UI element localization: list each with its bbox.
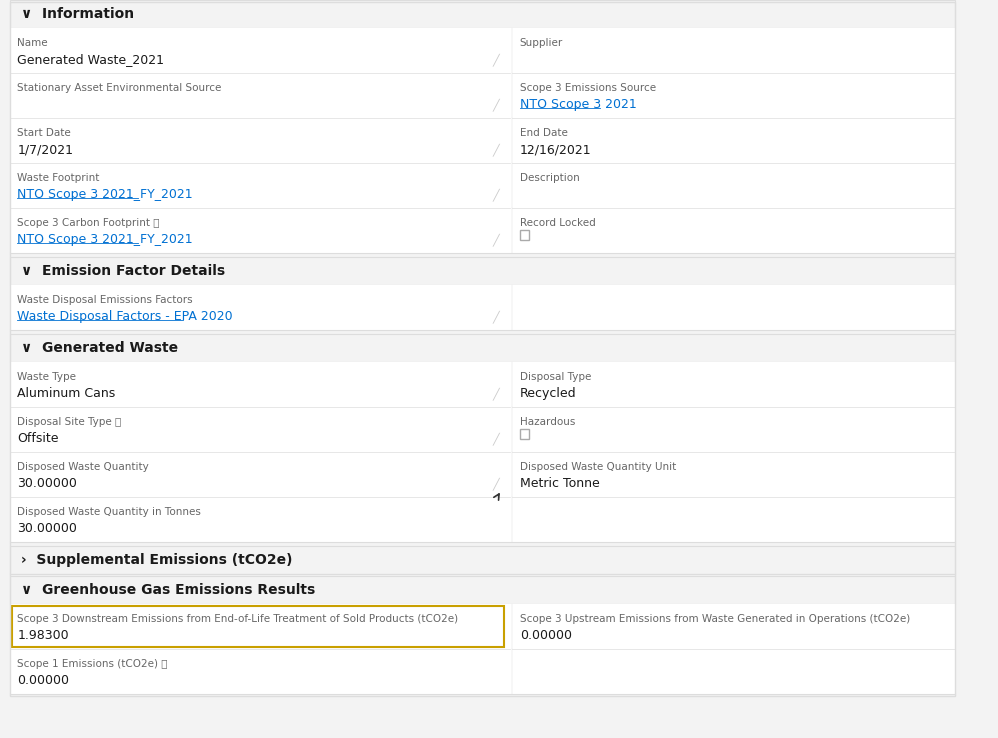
Bar bbox=[10, 649, 955, 694]
Text: Waste Disposal Emissions Factors: Waste Disposal Emissions Factors bbox=[17, 295, 193, 305]
Text: ╱: ╱ bbox=[493, 143, 500, 156]
Bar bbox=[12, 606, 504, 647]
Text: Scope 3 Downstream Emissions from End-of-Life Treatment of Sold Products (tCO2e): Scope 3 Downstream Emissions from End-of… bbox=[17, 614, 458, 624]
Bar bbox=[10, 118, 955, 163]
Text: Waste Disposal Factors - EPA 2020: Waste Disposal Factors - EPA 2020 bbox=[17, 310, 233, 323]
Text: Stationary Asset Environmental Source: Stationary Asset Environmental Source bbox=[17, 83, 222, 93]
Text: Description: Description bbox=[520, 173, 580, 183]
Text: 1.98300: 1.98300 bbox=[17, 629, 69, 642]
Bar bbox=[10, 497, 955, 542]
Text: ›  Supplemental Emissions (tCO2e): › Supplemental Emissions (tCO2e) bbox=[21, 553, 292, 567]
Text: End Date: End Date bbox=[520, 128, 568, 138]
Bar bbox=[10, 257, 955, 285]
Text: Metric Tonne: Metric Tonne bbox=[520, 477, 600, 490]
Bar bbox=[10, 362, 955, 407]
Text: Recycled: Recycled bbox=[520, 387, 577, 400]
Text: Hazardous: Hazardous bbox=[520, 417, 575, 427]
Text: Waste Footprint: Waste Footprint bbox=[17, 173, 100, 183]
Text: ╱: ╱ bbox=[493, 387, 500, 400]
Text: Waste Type: Waste Type bbox=[17, 372, 77, 382]
Bar bbox=[10, 546, 955, 574]
Bar bbox=[520, 230, 530, 240]
Text: ╱: ╱ bbox=[493, 53, 500, 66]
Bar bbox=[10, 576, 955, 604]
Text: ∨  Information: ∨ Information bbox=[21, 7, 135, 21]
Bar bbox=[10, 0, 955, 28]
Text: Disposal Site Type ⓘ: Disposal Site Type ⓘ bbox=[17, 417, 122, 427]
Text: Disposed Waste Quantity: Disposed Waste Quantity bbox=[17, 462, 149, 472]
Text: 0.00000: 0.00000 bbox=[17, 674, 70, 687]
Text: NTO Scope 3 2021_FY_2021: NTO Scope 3 2021_FY_2021 bbox=[17, 233, 193, 246]
Text: Scope 3 Carbon Footprint ⓘ: Scope 3 Carbon Footprint ⓘ bbox=[17, 218, 160, 228]
Text: 0.00000: 0.00000 bbox=[520, 629, 572, 642]
Text: 30.00000: 30.00000 bbox=[17, 477, 77, 490]
Bar bbox=[10, 604, 955, 649]
Text: Generated Waste_2021: Generated Waste_2021 bbox=[17, 53, 165, 66]
Text: Scope 3 Emissions Source: Scope 3 Emissions Source bbox=[520, 83, 656, 93]
Text: NTO Scope 3 2021_FY_2021: NTO Scope 3 2021_FY_2021 bbox=[17, 188, 193, 201]
Bar bbox=[10, 28, 955, 73]
Text: ╱: ╱ bbox=[493, 98, 500, 111]
Bar bbox=[10, 334, 955, 362]
Text: 12/16/2021: 12/16/2021 bbox=[520, 143, 592, 156]
Text: ∨  Greenhouse Gas Emissions Results: ∨ Greenhouse Gas Emissions Results bbox=[21, 583, 315, 597]
Text: ╱: ╱ bbox=[493, 188, 500, 201]
Text: Aluminum Cans: Aluminum Cans bbox=[17, 387, 116, 400]
Bar bbox=[520, 429, 530, 439]
Text: Scope 3 Upstream Emissions from Waste Generated in Operations (tCO2e): Scope 3 Upstream Emissions from Waste Ge… bbox=[520, 614, 910, 624]
Text: ∨  Emission Factor Details: ∨ Emission Factor Details bbox=[21, 264, 226, 278]
Bar bbox=[10, 285, 955, 330]
Bar bbox=[10, 73, 955, 118]
Text: Disposal Type: Disposal Type bbox=[520, 372, 591, 382]
Text: ╱: ╱ bbox=[493, 432, 500, 445]
Text: ╱: ╱ bbox=[493, 477, 500, 490]
Text: Start Date: Start Date bbox=[17, 128, 71, 138]
Text: Offsite: Offsite bbox=[17, 432, 59, 445]
Bar bbox=[10, 407, 955, 452]
Text: Name: Name bbox=[17, 38, 48, 48]
Text: 30.00000: 30.00000 bbox=[17, 522, 77, 535]
Bar bbox=[10, 452, 955, 497]
Text: 1/7/2021: 1/7/2021 bbox=[17, 143, 74, 156]
Bar bbox=[10, 163, 955, 208]
Text: NTO Scope 3 2021: NTO Scope 3 2021 bbox=[520, 98, 637, 111]
Text: ╱: ╱ bbox=[493, 233, 500, 246]
Text: Scope 1 Emissions (tCO2e) ⓘ: Scope 1 Emissions (tCO2e) ⓘ bbox=[17, 659, 168, 669]
Text: ∨  Generated Waste: ∨ Generated Waste bbox=[21, 341, 179, 355]
Text: ╱: ╱ bbox=[493, 310, 500, 323]
Text: Disposed Waste Quantity Unit: Disposed Waste Quantity Unit bbox=[520, 462, 676, 472]
Text: Record Locked: Record Locked bbox=[520, 218, 596, 228]
Text: Disposed Waste Quantity in Tonnes: Disposed Waste Quantity in Tonnes bbox=[17, 507, 202, 517]
Bar bbox=[10, 208, 955, 253]
Text: Supplier: Supplier bbox=[520, 38, 563, 48]
